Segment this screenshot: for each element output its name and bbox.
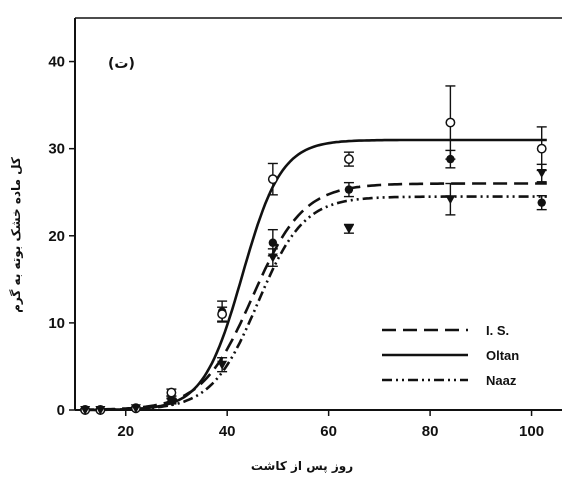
fit-curve-dashed — [80, 182, 547, 411]
x-tick-label: 100 — [519, 423, 544, 440]
y-tick-label: 30 — [48, 141, 65, 158]
data-point-filled-circle — [344, 185, 354, 194]
plot-frame — [74, 17, 562, 411]
data-point-open-circle — [267, 174, 278, 185]
x-axis-ticks: 20 40 60 80 100 — [117, 410, 544, 440]
x-tick-label: 60 — [320, 423, 337, 440]
data-point-filled-circle — [537, 198, 546, 207]
data-point-filled-circle — [268, 238, 278, 247]
y-tick-label: 40 — [48, 54, 65, 71]
y-tick-label: 20 — [48, 228, 65, 245]
data-point-triangle — [80, 406, 91, 415]
x-tick-label: 40 — [219, 423, 236, 440]
data-point-triangle — [445, 195, 456, 205]
data-point-triangle — [267, 253, 278, 263]
data-point-triangle — [536, 169, 547, 179]
fit-curve-solid — [80, 138, 547, 412]
data-point-triangle — [130, 404, 141, 414]
data-point-triangle — [95, 406, 106, 415]
data-point-open-circle — [536, 143, 547, 154]
y-tick-label: 0 — [57, 402, 65, 419]
data-point-triangle — [217, 360, 228, 370]
panel-label: (ت) — [108, 56, 135, 72]
data-point-triangle — [166, 397, 177, 407]
legend: I. S. Oltan Naaz — [382, 323, 519, 388]
x-axis-label: روز پس از کاشت — [251, 459, 353, 474]
y-axis-ticks: 0 10 20 30 40 — [48, 54, 75, 419]
fitted-curves — [80, 138, 547, 412]
y-tick-label: 10 — [48, 315, 65, 332]
legend-label: I. S. — [486, 323, 509, 338]
data-point-open-circle — [166, 387, 177, 398]
legend-label: Oltan — [486, 348, 519, 363]
data-point-filled-circle — [446, 154, 455, 164]
legend-label: Naaz — [486, 373, 517, 388]
data-point-open-circle — [343, 154, 354, 165]
x-tick-label: 80 — [422, 423, 439, 440]
y-axis-label: کل ماده خشک بوته به گرم — [9, 157, 24, 313]
data-markers — [80, 117, 547, 415]
fit-curve-dash-dot-dot — [80, 195, 547, 412]
x-tick-label: 20 — [117, 423, 134, 440]
data-point-open-circle — [217, 309, 228, 320]
data-point-triangle — [343, 224, 354, 234]
data-point-open-circle — [445, 117, 456, 128]
